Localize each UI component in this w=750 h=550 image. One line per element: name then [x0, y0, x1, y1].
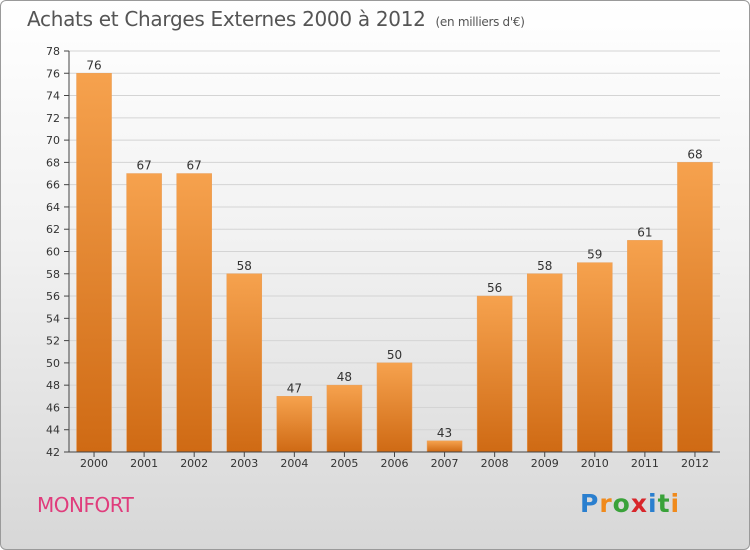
bar-2008	[476, 295, 513, 453]
bar-value-label: 59	[587, 248, 602, 262]
bar-2002	[176, 173, 212, 453]
x-tick-label: 2000	[80, 457, 108, 470]
bar-2001	[126, 173, 162, 453]
bar-2003	[226, 273, 263, 453]
chart-title: Achats et Charges Externes 2000 à 2012 (e…	[27, 7, 525, 31]
bar-value-label: 47	[287, 381, 302, 395]
logo-letter: t	[657, 489, 671, 518]
y-tick-label: 50	[46, 357, 60, 370]
x-tick-label: 2003	[230, 457, 258, 470]
y-tick-label: 60	[46, 246, 60, 259]
x-tick-label: 2007	[431, 457, 459, 470]
bar-value-label: 67	[136, 159, 151, 173]
bar-2009	[526, 273, 563, 453]
y-tick-label: 62	[46, 223, 60, 236]
commune-name: MONFORT	[37, 493, 134, 517]
logo-letter: x	[630, 489, 648, 518]
bar-2005	[326, 384, 363, 453]
logo-letter: o	[612, 489, 631, 518]
y-tick-label: 64	[46, 201, 60, 214]
bar-value-label: 76	[86, 58, 101, 72]
x-tick-label: 2006	[381, 457, 409, 470]
logo-letter: i	[648, 489, 658, 518]
bar-value-label: 58	[537, 259, 552, 273]
x-tick-label: 2002	[180, 457, 208, 470]
logo-letter: P	[580, 489, 600, 518]
x-tick-label: 2005	[330, 457, 358, 470]
x-tick-label: 2010	[581, 457, 609, 470]
bar-2012	[677, 162, 713, 453]
bar-value-label: 58	[237, 259, 252, 273]
x-tick-label: 2004	[280, 457, 308, 470]
y-tick-label: 44	[46, 424, 60, 437]
y-tick-label: 58	[46, 268, 60, 281]
bar-2006	[376, 362, 413, 453]
logo-letter: r	[599, 489, 613, 518]
bar-2010	[577, 262, 613, 453]
proxiti-logo[interactable]: Proxiti	[580, 489, 680, 518]
y-tick-label: 70	[46, 134, 60, 147]
y-tick-label: 72	[46, 112, 60, 125]
y-tick-label: 78	[46, 45, 60, 58]
bar-value-label: 50	[387, 348, 402, 362]
y-tick-label: 76	[46, 67, 60, 80]
bar-value-label: 56	[487, 281, 502, 295]
y-tick-label: 42	[46, 446, 60, 459]
bar-value-label: 68	[687, 147, 702, 161]
x-tick-label: 2001	[130, 457, 158, 470]
x-tick-label: 2012	[681, 457, 709, 470]
chart-title-text: Achats et Charges Externes 2000 à 2012	[27, 7, 426, 31]
bar-2004	[276, 396, 313, 453]
x-tick-label: 2011	[631, 457, 659, 470]
y-tick-label: 68	[46, 156, 60, 169]
logo-letter: i	[670, 489, 681, 518]
chart-unit: (en milliers d'€)	[435, 15, 525, 29]
y-tick-label: 48	[46, 379, 60, 392]
bar-2000	[76, 73, 112, 453]
y-tick-label: 46	[46, 401, 60, 414]
bar-value-label: 48	[337, 370, 352, 384]
y-tick-label: 54	[46, 312, 60, 325]
y-tick-label: 74	[46, 90, 60, 103]
bar-value-label: 43	[437, 426, 452, 440]
y-tick-label: 56	[46, 290, 60, 303]
bar-value-label: 61	[637, 225, 652, 239]
bar-2007	[426, 440, 463, 453]
y-tick-label: 52	[46, 335, 60, 348]
x-tick-label: 2009	[531, 457, 559, 470]
x-tick-label: 2008	[481, 457, 509, 470]
bar-2011	[627, 240, 663, 453]
y-tick-label: 66	[46, 179, 60, 192]
bar-value-label: 67	[187, 159, 202, 173]
